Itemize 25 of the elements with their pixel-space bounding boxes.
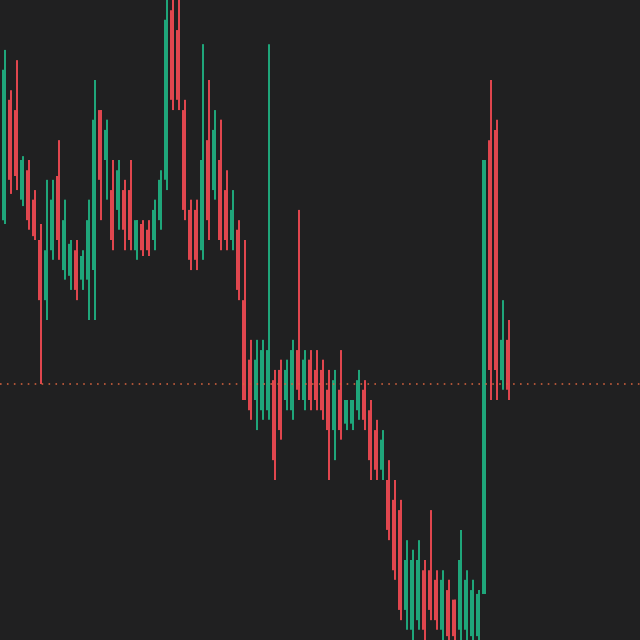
candlestick — [134, 219, 139, 261]
candlestick — [116, 158, 120, 231]
candlestick — [446, 578, 451, 640]
candlestick — [314, 349, 319, 412]
candlestick — [104, 118, 109, 201]
candlestick — [20, 155, 24, 208]
candlestick — [356, 368, 361, 421]
candlestick — [146, 219, 151, 257]
candlestick — [140, 219, 145, 257]
candlestick — [308, 349, 313, 412]
candlestick — [428, 509, 433, 622]
candlestick — [344, 398, 349, 432]
candlestick — [122, 178, 126, 252]
candlestick — [284, 358, 289, 412]
candlestick — [380, 429, 385, 481]
candlestick — [470, 578, 475, 640]
candlestick — [296, 208, 301, 401]
candlestick — [326, 368, 331, 481]
candlestick — [338, 349, 343, 441]
candlestick — [74, 238, 78, 302]
candlestick — [254, 338, 259, 432]
candlestick — [500, 299, 505, 391]
candlestick — [230, 189, 235, 252]
candlestick — [452, 598, 457, 640]
candlestick — [302, 349, 307, 412]
